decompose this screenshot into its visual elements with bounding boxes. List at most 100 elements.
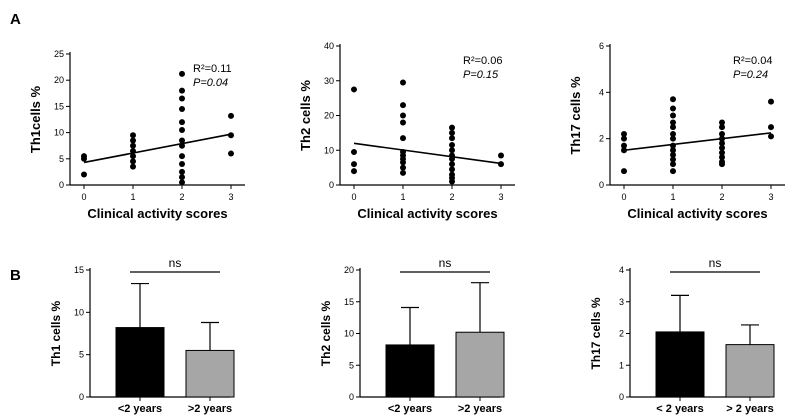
y-tick-label: 10 xyxy=(344,329,354,339)
bar xyxy=(455,331,505,398)
data-point xyxy=(670,135,676,142)
trend-line xyxy=(623,132,772,152)
x-tick-label: 3 xyxy=(228,192,233,202)
x-tick-label: >2 years xyxy=(188,403,232,415)
data-point xyxy=(179,161,185,168)
y-tick-label: 10 xyxy=(324,145,334,155)
y-tick-label: 6 xyxy=(599,41,604,51)
r-squared-annotation: R²=0.04 xyxy=(733,55,772,67)
y-axis-label: Th17 cells % xyxy=(568,76,583,154)
data-point xyxy=(670,119,676,126)
data-point xyxy=(621,135,627,142)
y-axis-label: Th2 cells % xyxy=(319,300,333,366)
data-point xyxy=(351,148,357,155)
bar-chart-th2: 0 5 10 15 20 Th2 cells % <2 years >2 years ns xyxy=(319,256,505,415)
data-point xyxy=(449,166,455,173)
y-axis-label: Th2 cells % xyxy=(298,80,313,151)
data-point xyxy=(400,102,406,109)
data-point xyxy=(449,129,455,136)
significance-label: ns xyxy=(169,256,182,270)
y-axis-label: Th1 cells % xyxy=(49,300,63,366)
y-tick-label: 0 xyxy=(79,392,84,402)
y-tick-label: 0 xyxy=(349,392,354,402)
data-point xyxy=(130,163,136,170)
data-point xyxy=(670,105,676,112)
data-point xyxy=(719,149,725,156)
data-point xyxy=(719,119,725,126)
data-point xyxy=(670,131,676,138)
data-point xyxy=(670,96,676,103)
data-point xyxy=(179,106,185,113)
data-point xyxy=(400,119,406,126)
y-tick-label: 1 xyxy=(619,360,624,370)
y-tick-label: 0 xyxy=(599,180,604,190)
y-tick-label: 20 xyxy=(54,75,64,85)
data-point xyxy=(179,126,185,133)
panel-label-a: A xyxy=(10,11,21,28)
data-point xyxy=(228,150,234,157)
x-tick-label: 0 xyxy=(81,192,86,202)
bar xyxy=(385,344,435,398)
x-axis-label: Clinical activity scores xyxy=(627,206,767,221)
data-point xyxy=(130,153,136,160)
data-point xyxy=(670,156,676,163)
p-value-annotation: P=0.24 xyxy=(733,69,768,81)
x-tick-label: > 2 years xyxy=(726,403,773,415)
bar xyxy=(185,349,235,398)
data-point xyxy=(449,135,455,142)
bar-chart-th1: 0 5 10 15 Th1 cells % <2 years >2 years ns xyxy=(49,256,235,415)
data-point xyxy=(179,168,185,175)
x-tick-label: 2 xyxy=(449,192,454,202)
data-point xyxy=(400,148,406,155)
x-tick-label: <2 years xyxy=(118,403,162,415)
x-axis-label: Clinical activity scores xyxy=(357,206,497,221)
data-point xyxy=(719,135,725,142)
data-point xyxy=(670,124,676,131)
y-tick-label: 4 xyxy=(599,87,604,97)
data-point xyxy=(719,140,725,147)
data-point xyxy=(400,135,406,142)
y-tick-label: 5 xyxy=(79,350,84,360)
y-tick-label: 15 xyxy=(74,265,84,275)
y-tick-label: 5 xyxy=(59,154,64,164)
y-tick-label: 25 xyxy=(54,49,64,59)
x-tick-label: 1 xyxy=(400,192,405,202)
data-point xyxy=(621,142,627,149)
y-tick-label: 2 xyxy=(619,329,624,339)
data-point xyxy=(719,144,725,151)
y-axis-label: Th17 cells % xyxy=(589,297,603,369)
data-point xyxy=(719,131,725,138)
data-point xyxy=(400,79,406,86)
x-tick-label: 3 xyxy=(498,192,503,202)
data-point xyxy=(351,168,357,175)
bar xyxy=(725,344,775,398)
data-point xyxy=(498,161,504,168)
data-point xyxy=(719,154,725,161)
data-point xyxy=(81,153,87,160)
data-point xyxy=(498,152,504,159)
trend-line xyxy=(83,133,232,164)
bar xyxy=(115,327,165,398)
y-tick-label: 15 xyxy=(54,101,64,111)
data-point xyxy=(670,161,676,168)
x-tick-label: < 2 years xyxy=(656,403,703,415)
data-point xyxy=(228,132,234,139)
data-point xyxy=(621,131,627,138)
x-tick-label: 2 xyxy=(719,192,724,202)
x-tick-label: 0 xyxy=(621,192,626,202)
data-point xyxy=(449,152,455,159)
data-point xyxy=(351,161,357,168)
x-tick-label: >2 years xyxy=(458,403,502,415)
data-point xyxy=(179,142,185,149)
data-point xyxy=(179,119,185,126)
data-point xyxy=(768,98,774,105)
panel-label-b: B xyxy=(10,267,21,284)
bar-chart-th17: 0 1 2 3 4 Th17 cells % < 2 years > 2 years ns xyxy=(589,256,775,415)
data-point xyxy=(130,137,136,144)
data-point xyxy=(621,168,627,175)
significance-label: ns xyxy=(709,256,722,270)
data-point xyxy=(400,164,406,171)
